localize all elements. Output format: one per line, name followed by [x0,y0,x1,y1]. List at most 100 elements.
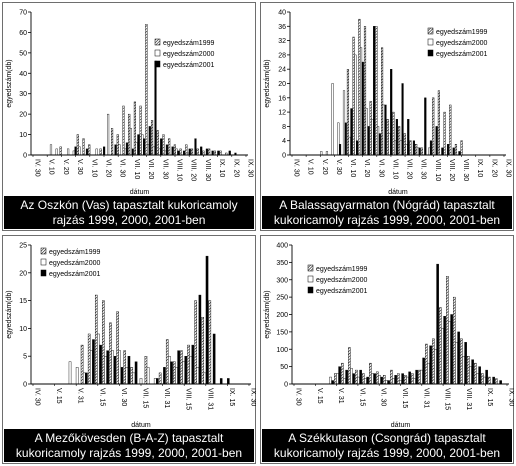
bar-egyedszám2000 [382,104,385,156]
bar-egyedszám2001 [344,122,347,156]
bar-egyedszám2000 [97,333,100,385]
bar-egyedszám2000 [82,372,86,385]
bar-egyedszám2001 [92,339,95,385]
x-tick-label: IX. 30 [247,159,254,177]
bar-egyedszám1999 [128,113,131,156]
x-tick-label: VIII. 31 [206,388,213,410]
y-tick-label: 10 [19,326,27,333]
x-axis-title: dátum [391,422,411,429]
x-tick-label: V. 10 [307,159,314,175]
y-tick-label: 15 [19,298,27,305]
x-tick-label: VII. 10 [391,159,398,179]
legend-label: egyedszám2000 [316,277,367,284]
bar-egyedszám2000 [359,47,363,156]
bar-egyedszám1999 [460,140,463,156]
x-tick-label: VI. 20 [105,159,112,177]
bar-egyedszám2001 [394,375,397,385]
legend-label: egyedszám2001 [316,288,367,295]
x-tick-label: IX. 30 [508,388,515,406]
y-tick-label: 10 [19,132,27,139]
bar-egyedszám2000 [371,373,374,385]
bar-egyedszám2001 [103,146,106,156]
y-tick-label: 16 [278,95,286,102]
x-tick-label: IV. 30 [34,159,41,177]
bar-egyedszám1999 [383,375,386,385]
bar-egyedszám2001 [452,147,455,156]
bar-egyedszám1999 [139,105,142,156]
bar-egyedszám1999 [219,150,222,156]
x-tick-label: V. 30 [335,159,342,175]
bar-egyedszám1999 [411,373,414,385]
bar-egyedszám2001 [205,255,209,385]
bar-egyedszám2000 [378,375,381,385]
y-tick-label: 150 [276,329,288,336]
bar-egyedszám2000 [416,147,419,156]
bar-egyedszám1999 [348,347,351,385]
x-tick-label: V. 15 [316,388,323,404]
legend-label: egyedszám1999 [316,266,367,273]
bar-egyedszám2001 [137,134,140,156]
x-axis-title: dátum [388,189,408,196]
legend-swatch [40,247,47,255]
bar-egyedszám2000 [441,328,444,385]
x-tick-label: VIII. 30 [204,159,211,181]
legend-swatch [427,49,434,57]
bar-egyedszám2001 [367,126,370,156]
bar-egyedszám2001 [219,378,223,385]
bar-egyedszám2001 [85,372,88,385]
bar-egyedszám2000 [337,122,340,156]
bar-egyedszám2001 [412,140,415,156]
bar-egyedszám2000 [152,146,155,156]
x-tick-label: VII. 31 [163,388,170,408]
bar-egyedszám1999 [495,378,498,385]
bar-egyedszám2000 [331,83,334,156]
bar-egyedszám2001 [387,380,390,385]
bar-egyedszám1999 [185,144,188,156]
legend-swatch [40,269,47,277]
x-tick-label: IX. 30 [505,159,512,177]
x-tick-label: IX. 30 [250,388,257,406]
bar-egyedszám2000 [392,378,395,385]
y-tick-label: 30 [19,91,27,98]
y-tick-label: 24 [278,67,286,74]
bar-egyedszám2001 [401,373,404,385]
x-tick-label: IX. 15 [228,388,235,406]
bar-egyedszám2001 [408,371,411,385]
bar-egyedszám1999 [415,144,418,156]
bar-egyedszám2001 [211,150,214,156]
bar-egyedszám1999 [208,300,212,385]
bar-egyedszám1999 [398,126,401,156]
bar-egyedszám2001 [373,26,376,156]
bar-egyedszám2001 [450,314,453,385]
x-tick-label: IX. 10 [476,159,483,177]
bar-egyedszám1999 [130,367,134,385]
bar-egyedszám2000 [320,151,323,156]
legend-label: egyedszám2001 [49,271,100,278]
bar-egyedszám1999 [213,150,216,156]
bar-egyedszám2001 [182,150,186,156]
bar-egyedszám2001 [429,345,432,385]
bar-egyedszám2000 [365,108,368,156]
chart-caption-mezokovesd: A Mezőkövesden (B-A-Z) tapasztalt kukori… [4,429,254,462]
bar-egyedszám1999 [481,373,484,385]
y-tick-label: 40 [278,10,286,17]
bar-egyedszám2000 [196,367,200,385]
bar-egyedszám2000 [476,373,479,385]
bar-egyedszám2001 [485,369,488,385]
bar-egyedszám2000 [377,126,380,156]
x-tick-label: V. 10 [48,159,55,175]
y-tick-label: 300 [276,277,288,284]
chart-caption-balassagyarmat: A Balassagyarmaton (Nógrád) tapasztalt k… [262,196,512,229]
bar-egyedszám1999 [196,148,199,156]
bar-egyedszám1999 [341,362,344,385]
bar-egyedszám1999 [437,90,440,156]
bar-egyedszám2000 [455,342,458,385]
bar-egyedszám2001 [227,378,230,385]
bar-egyedszám1999 [179,148,182,156]
bar-egyedszám2001 [188,148,191,156]
bar-egyedszám2001 [143,138,146,156]
y-axis-title: egyedszám(db) [264,59,271,107]
y-tick-label: 32 [278,38,286,45]
bar-egyedszám2000 [364,378,367,385]
bar-egyedszám1999 [109,322,112,385]
